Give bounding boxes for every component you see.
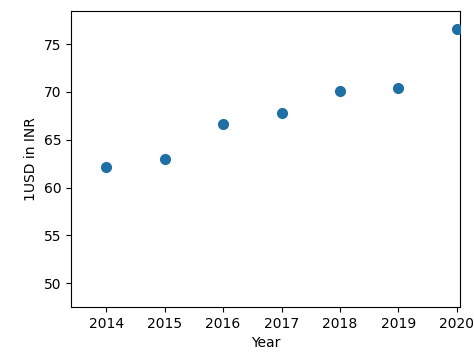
Point bbox=[219, 121, 227, 127]
Point bbox=[453, 26, 461, 31]
Point bbox=[102, 164, 110, 169]
Point bbox=[161, 156, 168, 162]
Point bbox=[395, 85, 402, 91]
Point bbox=[278, 110, 285, 116]
Point bbox=[336, 88, 344, 94]
X-axis label: Year: Year bbox=[251, 336, 280, 351]
Y-axis label: 1USD in INR: 1USD in INR bbox=[24, 117, 38, 201]
